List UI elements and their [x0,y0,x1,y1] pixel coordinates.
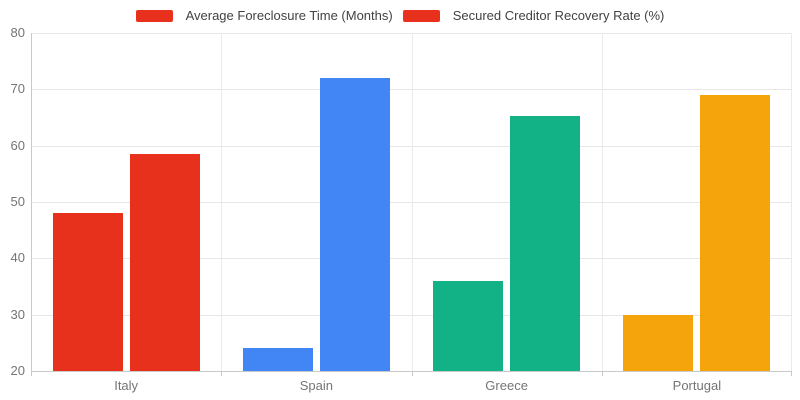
gridline-x-2 [412,33,413,371]
gridline-x-1 [221,33,222,371]
italy-foreclosure-time-bar[interactable] [53,213,123,371]
italy-recovery-rate-bar[interactable] [130,154,200,371]
gridline-y-70 [31,89,792,91]
y-axis-tick-label-30: 30 [10,306,25,322]
y-axis-tick-label-40: 40 [10,250,25,266]
greece-foreclosure-time-bar[interactable] [433,281,503,371]
gridline-y-40 [31,258,792,260]
y-axis-tick-label-80: 80 [10,25,25,40]
portugal-recovery-rate-bar[interactable] [700,95,770,371]
portugal-foreclosure-time-bar[interactable] [623,315,693,371]
legend-swatch-foreclosure-time [135,10,173,22]
legend-item-foreclosure-time[interactable]: Average Foreclosure Time (Months) [135,8,393,23]
legend-item-recovery-rate[interactable]: Secured Creditor Recovery Rate (%) [402,8,665,23]
gridline-y-50 [31,202,792,203]
x-axis-label-italy: Italy [114,378,139,393]
gridline-x-3 [602,33,603,371]
y-axis-tick-label-50: 50 [10,194,25,209]
plot-area [31,33,792,376]
y-axis-line [31,33,32,371]
greece-recovery-rate-bar[interactable] [510,116,580,371]
x-axis-label-spain: Spain [299,378,333,393]
spain-foreclosure-time-bar[interactable] [243,348,313,371]
gridline-y-80 [31,33,792,34]
y-axis-tick-label-70: 70 [10,81,25,97]
x-axis-tick [791,371,792,376]
legend-label-recovery-rate: Secured Creditor Recovery Rate (%) [452,8,665,23]
gridline-y-30 [31,314,792,316]
legend-swatch-recovery-rate [402,10,440,22]
x-axis-tick [602,371,603,376]
x-axis-tick [221,371,222,376]
x-axis-tick [412,371,413,376]
x-axis-tick [31,371,32,376]
gridline-y-20 [31,371,792,372]
gridline-y-60 [31,145,792,147]
chart-legend: Average Foreclosure Time (Months) Secure… [0,9,800,23]
y-axis-tick-label-20: 20 [10,363,25,378]
legend-label-foreclosure-time: Average Foreclosure Time (Months) [185,8,393,23]
spain-recovery-rate-bar[interactable] [320,78,390,371]
x-axis-label-portugal: Portugal [672,378,722,393]
y-axis-tick-label-60: 60 [10,137,25,153]
gridline-x-4 [791,33,792,371]
x-axis-label-greece: Greece [485,378,528,393]
